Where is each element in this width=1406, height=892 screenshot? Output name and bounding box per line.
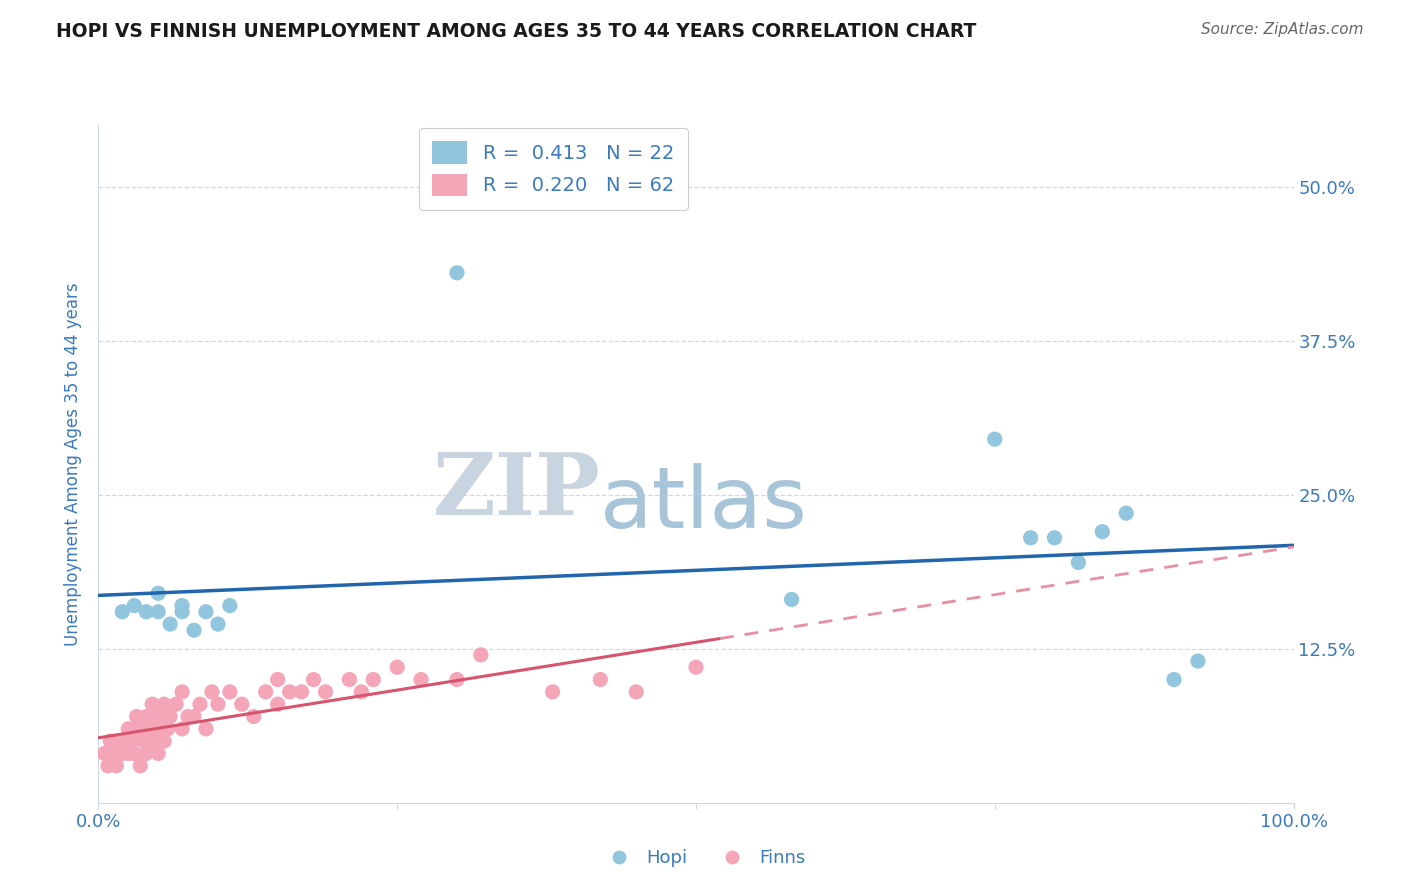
- Point: [148, 709, 170, 723]
- Point: [780, 592, 803, 607]
- Point: [153, 734, 176, 748]
- Point: [685, 660, 707, 674]
- Point: [315, 685, 337, 699]
- Point: [111, 734, 134, 748]
- Point: [159, 709, 181, 723]
- Point: [114, 734, 136, 748]
- Point: [145, 734, 167, 748]
- Point: [141, 697, 163, 711]
- Point: [446, 673, 468, 687]
- Point: [207, 697, 229, 711]
- Point: [172, 599, 194, 613]
- Point: [172, 685, 194, 699]
- Point: [124, 599, 146, 613]
- Point: [135, 747, 157, 761]
- Point: [385, 660, 409, 674]
- Point: [1163, 673, 1185, 687]
- Point: [135, 709, 157, 723]
- Point: [984, 432, 1007, 446]
- Point: [350, 685, 373, 699]
- Point: [93, 747, 115, 761]
- Point: [183, 709, 205, 723]
- Point: [1067, 556, 1090, 570]
- Point: [124, 747, 146, 761]
- Point: [194, 722, 218, 736]
- Point: [111, 747, 134, 761]
- Point: [111, 605, 134, 619]
- Point: [101, 747, 124, 761]
- Point: [470, 648, 492, 662]
- Point: [129, 722, 152, 736]
- Point: [243, 709, 266, 723]
- Point: [541, 685, 564, 699]
- Point: [124, 722, 146, 736]
- Point: [135, 605, 157, 619]
- Point: [339, 673, 360, 687]
- Point: [291, 685, 314, 699]
- Point: [219, 685, 242, 699]
- Text: HOPI VS FINNISH UNEMPLOYMENT AMONG AGES 35 TO 44 YEARS CORRELATION CHART: HOPI VS FINNISH UNEMPLOYMENT AMONG AGES …: [56, 22, 977, 41]
- Point: [125, 709, 148, 723]
- Point: [165, 697, 187, 711]
- Point: [183, 624, 205, 638]
- Text: Source: ZipAtlas.com: Source: ZipAtlas.com: [1201, 22, 1364, 37]
- Point: [254, 685, 277, 699]
- Text: ZIP: ZIP: [433, 449, 600, 533]
- Point: [98, 734, 122, 748]
- Point: [177, 709, 200, 723]
- Point: [231, 697, 253, 711]
- Point: [201, 685, 224, 699]
- Point: [1091, 524, 1114, 539]
- Point: [159, 617, 181, 632]
- Point: [1187, 654, 1209, 668]
- Point: [302, 673, 325, 687]
- Point: [138, 734, 160, 748]
- Point: [1043, 531, 1066, 545]
- Point: [149, 722, 172, 736]
- Point: [207, 617, 229, 632]
- Point: [156, 722, 179, 736]
- Point: [188, 697, 211, 711]
- Point: [589, 673, 612, 687]
- Point: [446, 266, 468, 280]
- Point: [121, 734, 143, 748]
- Point: [105, 759, 128, 773]
- Point: [194, 605, 218, 619]
- Point: [172, 605, 194, 619]
- Text: atlas: atlas: [600, 463, 808, 546]
- Point: [132, 734, 155, 748]
- Legend: R =  0.413   N = 22, R =  0.220   N = 62: R = 0.413 N = 22, R = 0.220 N = 62: [419, 128, 688, 210]
- Point: [105, 734, 128, 748]
- Point: [1019, 531, 1042, 545]
- Point: [148, 605, 170, 619]
- Point: [108, 747, 131, 761]
- Point: [363, 673, 385, 687]
- Point: [219, 599, 242, 613]
- Point: [626, 685, 648, 699]
- Point: [117, 722, 139, 736]
- Point: [278, 685, 301, 699]
- Legend: Hopi, Finns: Hopi, Finns: [593, 842, 813, 874]
- Point: [1115, 506, 1137, 520]
- Y-axis label: Unemployment Among Ages 35 to 44 years: Unemployment Among Ages 35 to 44 years: [65, 282, 83, 646]
- Point: [129, 759, 152, 773]
- Point: [148, 747, 170, 761]
- Point: [267, 673, 290, 687]
- Point: [97, 759, 120, 773]
- Point: [117, 747, 139, 761]
- Point: [267, 697, 290, 711]
- Point: [153, 697, 176, 711]
- Point: [148, 586, 170, 600]
- Point: [141, 722, 163, 736]
- Point: [411, 673, 433, 687]
- Point: [172, 722, 194, 736]
